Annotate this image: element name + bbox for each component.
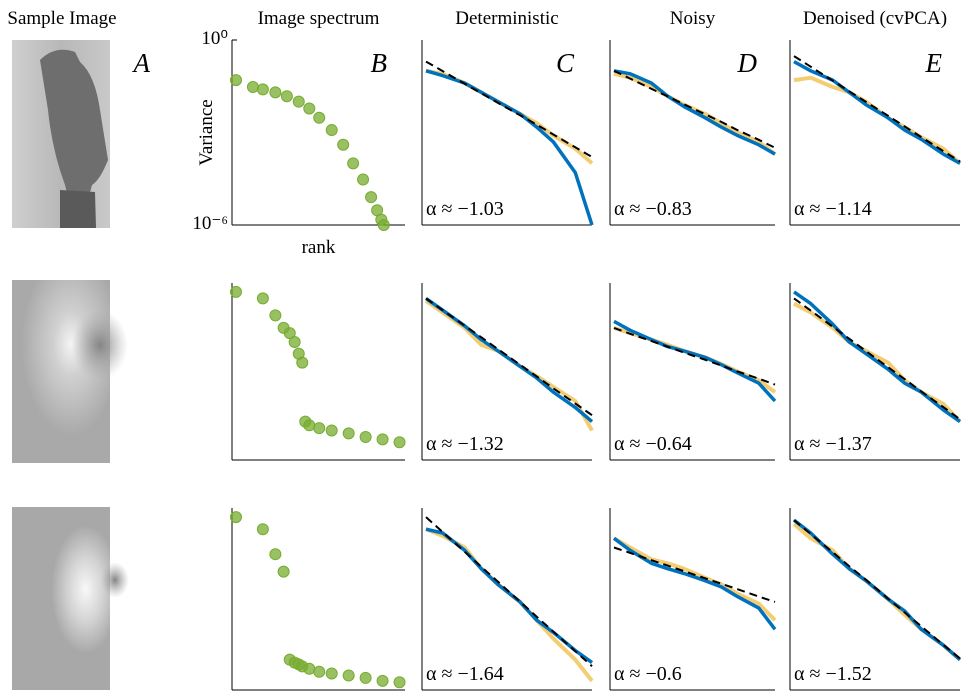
annotation: α ≈ −0.6 [614,663,682,685]
column-title: Noisy [670,8,716,29]
point [342,427,355,440]
annotation: α ≈ −0.83 [614,198,692,220]
line [425,68,594,165]
point [337,138,350,151]
point [347,157,360,170]
point [313,111,326,124]
point [393,676,406,689]
point [256,292,269,305]
line [425,60,593,158]
point [296,356,309,369]
line [793,301,962,423]
point [280,90,293,103]
point [377,219,390,231]
annotation: α ≈ −1.52 [794,663,872,685]
line [425,297,593,417]
annotation: α ≈ −1.14 [794,198,872,220]
point [269,309,282,322]
panel-label: B [371,48,388,78]
line [613,546,776,603]
y-axis-label: Variance [196,99,217,165]
line [613,69,776,156]
point [303,662,316,675]
line [424,299,594,432]
panel-label: C [556,48,575,78]
y-tick-label: 10⁰ [201,28,228,49]
annotation: α ≈ −1.03 [426,198,504,220]
point [313,422,326,435]
line [793,297,961,421]
panel-label: A [132,48,151,78]
sample-image [12,507,129,690]
y-tick-label: 10⁻⁶ [192,213,228,234]
panel-label: D [737,48,758,78]
line [613,319,777,403]
line [613,536,777,622]
point [303,419,316,432]
point [325,124,338,137]
point [288,336,301,348]
point [256,83,269,96]
annotation: α ≈ −1.32 [426,433,504,455]
column-title: Sample Image [7,8,116,29]
panel-label: E [925,48,943,78]
point [256,523,269,536]
line [613,326,776,386]
point [393,436,406,449]
line [793,519,961,660]
point [325,424,338,437]
line [613,325,777,394]
point [303,102,316,115]
point [269,548,282,561]
line [425,527,594,683]
column-title: Deterministic [455,8,558,29]
point [376,433,389,446]
line [793,60,961,165]
sample-image [12,40,110,228]
point [230,74,242,87]
point [376,674,389,687]
point [230,511,242,524]
line [792,290,962,424]
line [613,69,776,149]
sample-image [12,280,128,463]
x-axis-label: rank [302,237,336,258]
point [325,667,338,680]
annotation: α ≈ −1.37 [794,433,872,455]
point [357,173,370,186]
point [269,86,282,99]
point [313,665,326,678]
annotation: α ≈ −1.64 [426,663,504,685]
line [613,71,777,156]
point [230,285,242,298]
point [359,431,372,444]
column-title: Denoised (cvPCA) [803,8,947,29]
column-title: Image spectrum [258,8,380,29]
point [365,191,378,204]
point [246,80,259,93]
point [342,669,355,682]
line [425,69,594,226]
annotation: α ≈ −0.64 [614,433,692,455]
line [793,55,961,163]
line [425,516,593,667]
point [292,95,305,108]
point [277,565,290,578]
point [359,671,372,684]
